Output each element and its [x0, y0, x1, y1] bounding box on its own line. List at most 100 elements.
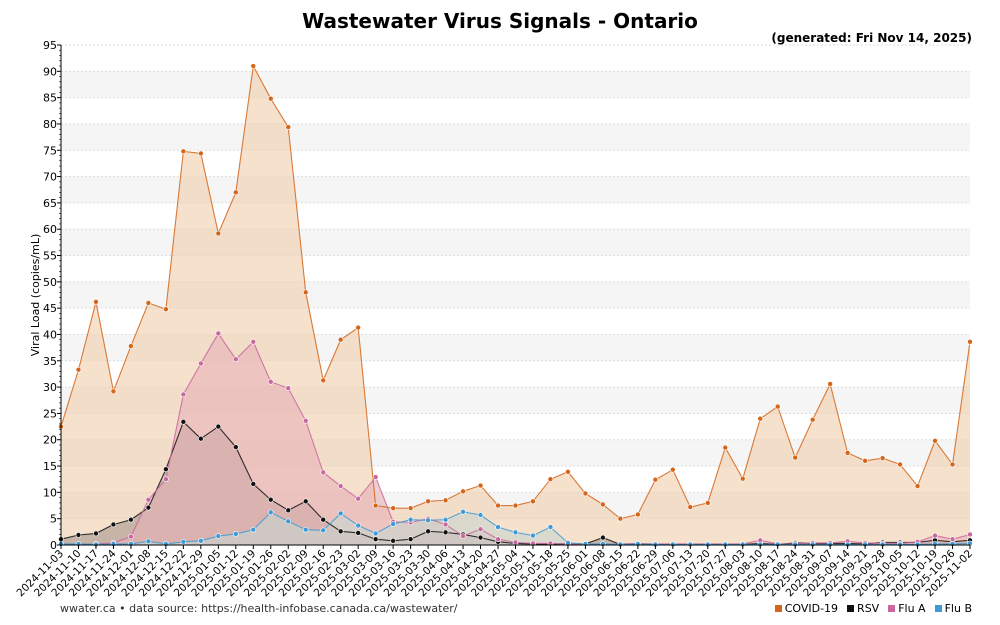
point-flu-a — [337, 483, 344, 489]
point-rsv — [110, 521, 117, 528]
point-flu-a — [355, 495, 361, 502]
point-covid-19 — [390, 505, 396, 511]
point-flu-a — [198, 360, 204, 367]
point-flu-b — [355, 522, 361, 529]
point-flu-a — [495, 536, 501, 543]
y-tick-label: 75 — [43, 144, 57, 157]
axes: 0510152025303540455055606570758085909520… — [14, 39, 975, 599]
point-rsv — [477, 534, 484, 541]
point-covid-19 — [198, 150, 204, 157]
point-flu-b — [547, 524, 554, 530]
area-flu-b — [61, 511, 970, 545]
point-covid-19 — [687, 504, 694, 510]
point-rsv — [198, 435, 204, 442]
point-rsv — [267, 496, 274, 503]
point-flu-a — [285, 385, 292, 391]
point-rsv — [75, 532, 82, 538]
point-flu-a — [128, 533, 134, 540]
point-rsv — [372, 536, 379, 543]
point-rsv — [233, 444, 239, 450]
point-covid-19 — [792, 454, 798, 461]
series-areas — [61, 66, 970, 545]
point-covid-19 — [635, 511, 641, 518]
y-tick-label: 55 — [43, 250, 57, 263]
point-covid-19 — [897, 461, 903, 468]
point-rsv — [145, 504, 152, 511]
point-covid-19 — [337, 336, 344, 343]
legend-item-flu-b: Flu B — [934, 602, 972, 615]
y-tick-label: 80 — [43, 118, 57, 131]
y-tick-label: 15 — [43, 460, 57, 473]
point-covid-19 — [844, 450, 851, 456]
point-covid-19 — [372, 502, 379, 509]
point-rsv — [320, 516, 327, 523]
point-flu-a — [932, 532, 938, 539]
point-covid-19 — [110, 388, 117, 395]
legend-label: Flu B — [944, 602, 972, 615]
point-rsv — [302, 498, 309, 505]
y-tick-label: 10 — [43, 486, 57, 499]
chart-title: Wastewater Virus Signals - Ontario — [302, 9, 698, 33]
point-rsv — [407, 536, 414, 543]
point-covid-19 — [477, 482, 484, 489]
point-flu-b — [180, 539, 187, 545]
point-covid-19 — [809, 416, 816, 423]
point-covid-19 — [739, 475, 746, 482]
y-tick-label: 25 — [43, 407, 57, 420]
y-tick-label: 85 — [43, 92, 57, 105]
point-covid-19 — [879, 455, 886, 461]
point-flu-a — [267, 379, 274, 385]
point-flu-b — [512, 529, 519, 536]
point-covid-19 — [670, 466, 676, 473]
y-tick-label: 65 — [43, 197, 57, 210]
point-rsv — [442, 529, 449, 536]
point-flu-b — [145, 538, 152, 545]
point-covid-19 — [774, 403, 781, 410]
point-flu-a — [215, 330, 222, 337]
legend-swatch — [847, 605, 855, 612]
point-covid-19 — [967, 339, 973, 345]
point-flu-a — [180, 391, 187, 398]
legend-label: COVID-19 — [784, 602, 839, 615]
legend-label: Flu A — [898, 602, 926, 615]
point-flu-a — [460, 533, 466, 539]
point-flu-b — [530, 532, 536, 539]
point-flu-a — [512, 539, 519, 546]
point-covid-19 — [320, 377, 327, 384]
grid-band — [61, 123, 970, 151]
point-flu-b — [337, 510, 344, 517]
data-source-note: wwater.ca • data source: https://health-… — [60, 602, 458, 615]
point-covid-19 — [355, 324, 361, 331]
legend-swatch — [888, 605, 896, 612]
point-rsv — [285, 507, 292, 514]
point-covid-19 — [565, 469, 571, 475]
point-covid-19 — [862, 457, 868, 464]
point-flu-b — [233, 531, 239, 537]
point-covid-19 — [722, 444, 729, 451]
point-flu-b — [477, 512, 484, 518]
legend-item-flu-a: Flu A — [888, 602, 926, 615]
point-covid-19 — [267, 95, 274, 102]
y-tick-label: 50 — [43, 276, 57, 289]
point-rsv — [93, 530, 99, 537]
point-flu-a — [477, 526, 484, 533]
point-flu-a — [967, 531, 973, 538]
point-rsv — [425, 528, 431, 535]
point-flu-b — [302, 526, 309, 533]
y-tick-label: 0 — [50, 539, 57, 552]
y-tick-label: 95 — [43, 39, 57, 52]
grid-band — [61, 71, 970, 98]
point-covid-19 — [250, 63, 257, 69]
y-tick-label: 20 — [43, 434, 57, 447]
point-covid-19 — [233, 189, 239, 196]
point-flu-b — [460, 509, 466, 515]
point-covid-19 — [163, 306, 169, 313]
point-covid-19 — [949, 461, 956, 468]
point-flu-b — [320, 527, 327, 534]
point-flu-a — [320, 469, 327, 476]
point-covid-19 — [652, 476, 659, 483]
point-covid-19 — [285, 124, 292, 130]
legend-swatch — [774, 605, 782, 612]
point-covid-19 — [530, 498, 536, 505]
y-tick-label: 60 — [43, 223, 57, 236]
